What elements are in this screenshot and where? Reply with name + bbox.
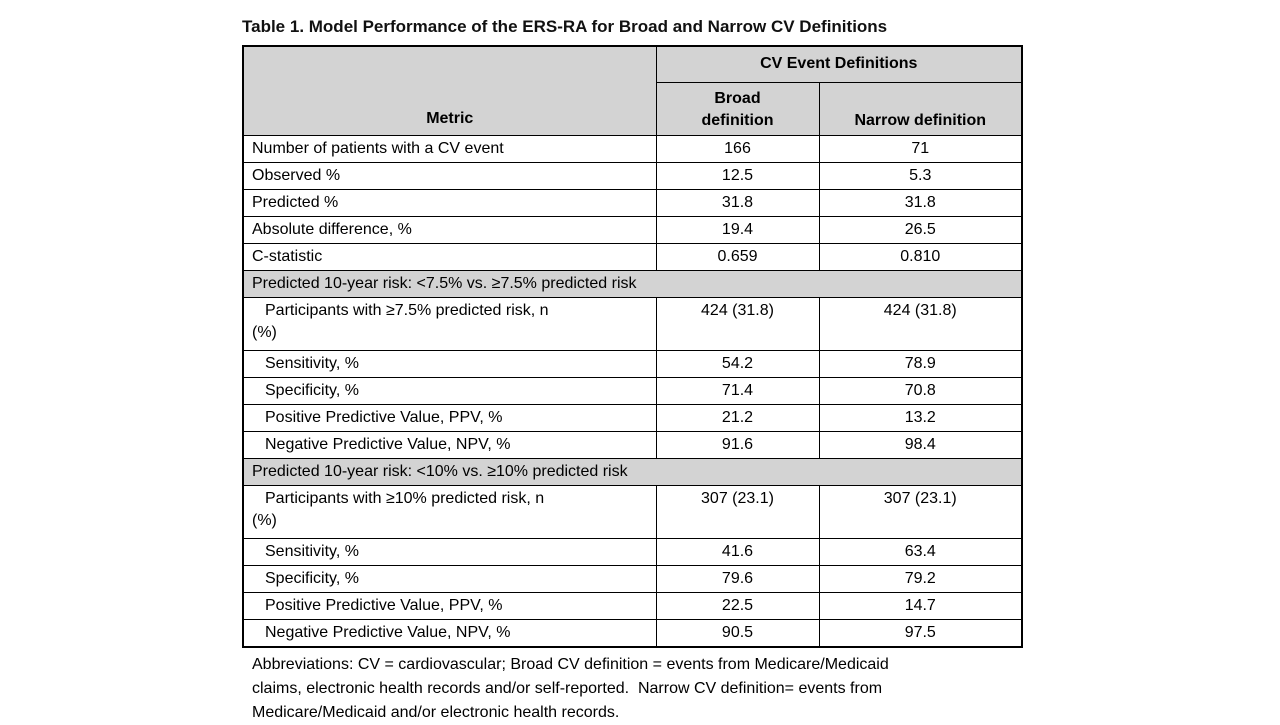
col-header-broad-line2: definition (701, 111, 774, 129)
narrow-value-cell: 97.5 (818, 618, 1023, 647)
metric-cell: C-statistic (242, 242, 657, 271)
narrow-value-cell: 78.9 (818, 349, 1023, 378)
metric-line1: Participants with ≥7.5% predicted risk, … (265, 301, 549, 319)
narrow-value-cell: 5.3 (818, 161, 1023, 190)
metric-cell: Negative Predictive Value, NPV, % (242, 618, 657, 647)
header-sub-row: Broad definition Narrow definition (243, 81, 1023, 136)
narrow-value-cell: 63.4 (818, 537, 1023, 566)
narrow-value-cell: 71 (818, 134, 1023, 163)
broad-value-cell: 166 (655, 134, 820, 163)
metric-cell: Participants with ≥10% predicted risk, n… (242, 484, 657, 539)
broad-value-cell: 71.4 (655, 376, 820, 405)
table-row: Predicted % 31.8 31.8 (242, 188, 1023, 217)
broad-value-cell: 424 (31.8) (655, 296, 820, 351)
table-row: Number of patients with a CV event 166 7… (242, 134, 1023, 163)
table-row: Participants with ≥7.5% predicted risk, … (242, 296, 1023, 351)
metric-cell: Positive Predictive Value, PPV, % (242, 591, 657, 620)
table-row: Negative Predictive Value, NPV, % 90.5 9… (242, 618, 1023, 647)
narrow-value-cell: 13.2 (818, 403, 1023, 432)
footnote-line: Medicare/Medicaid and/or electronic heal… (252, 703, 620, 721)
footnote: Abbreviations: CV = cardiovascular; Broa… (242, 653, 1024, 725)
col-header-narrow-definition: Narrow definition (818, 81, 1023, 136)
narrow-value-cell: 70.8 (818, 376, 1023, 405)
header-group-row: Metric CV Event Definitions (242, 45, 1023, 136)
section-header-cell: Predicted 10-year risk: <10% vs. ≥10% pr… (242, 457, 1023, 486)
table-row: Absolute difference, % 19.4 26.5 (242, 215, 1023, 244)
broad-value-cell: 90.5 (655, 618, 820, 647)
metric-line1: Participants with ≥10% predicted risk, n (265, 489, 545, 507)
metric-cell: Specificity, % (242, 376, 657, 405)
metric-cell: Negative Predictive Value, NPV, % (242, 430, 657, 459)
table-row: Sensitivity, % 54.2 78.9 (242, 349, 1023, 378)
broad-value-cell: 41.6 (655, 537, 820, 566)
narrow-value-cell: 26.5 (818, 215, 1023, 244)
narrow-value-cell: 307 (23.1) (818, 484, 1023, 539)
section-header-cell: Predicted 10-year risk: <7.5% vs. ≥7.5% … (242, 269, 1023, 298)
metric-cell: Positive Predictive Value, PPV, % (242, 403, 657, 432)
broad-value-cell: 0.659 (655, 242, 820, 271)
metric-cell: Sensitivity, % (242, 349, 657, 378)
metric-cell: Participants with ≥7.5% predicted risk, … (242, 296, 657, 351)
broad-value-cell: 21.2 (655, 403, 820, 432)
broad-value-cell: 79.6 (655, 564, 820, 593)
document-page: Table 1. Model Performance of the ERS-RA… (242, 17, 1024, 725)
table-row: Observed % 12.5 5.3 (242, 161, 1023, 190)
col-header-broad-definition: Broad definition (655, 81, 820, 136)
table-row: Participants with ≥10% predicted risk, n… (242, 484, 1023, 539)
section-header-row: Predicted 10-year risk: <7.5% vs. ≥7.5% … (242, 269, 1023, 298)
metric-cell: Predicted % (242, 188, 657, 217)
table-row: Positive Predictive Value, PPV, % 22.5 1… (242, 591, 1023, 620)
narrow-value-cell: 14.7 (818, 591, 1023, 620)
table-row: Positive Predictive Value, PPV, % 21.2 1… (242, 403, 1023, 432)
footnote-line: claims, electronic health records and/or… (252, 679, 883, 697)
col-header-metric: Metric (242, 45, 657, 136)
broad-value-cell: 12.5 (655, 161, 820, 190)
broad-value-cell: 54.2 (655, 349, 820, 378)
broad-value-cell: 91.6 (655, 430, 820, 459)
metric-line2: (%) (252, 323, 277, 341)
broad-value-cell: 22.5 (655, 591, 820, 620)
table-row: Negative Predictive Value, NPV, % 91.6 9… (242, 430, 1023, 459)
section-header-row: Predicted 10-year risk: <10% vs. ≥10% pr… (242, 457, 1023, 486)
metric-cell: Number of patients with a CV event (242, 134, 657, 163)
col-header-broad-line1: Broad (714, 89, 761, 107)
broad-value-cell: 19.4 (655, 215, 820, 244)
footnote-line: Abbreviations: CV = cardiovascular; Broa… (252, 655, 889, 673)
narrow-value-cell: 98.4 (818, 430, 1023, 459)
metric-cell: Absolute difference, % (242, 215, 657, 244)
col-group-header-cv-event-definitions: CV Event Definitions (655, 45, 1023, 83)
performance-table: Metric CV Event Definitions Broad defini… (242, 45, 1024, 648)
table-title: Table 1. Model Performance of the ERS-RA… (242, 17, 888, 36)
table-row: Specificity, % 71.4 70.8 (242, 376, 1023, 405)
metric-line2: (%) (252, 511, 277, 529)
metric-cell: Specificity, % (242, 564, 657, 593)
narrow-value-cell: 0.810 (818, 242, 1023, 271)
table-row: Sensitivity, % 41.6 63.4 (242, 537, 1023, 566)
broad-value-cell: 307 (23.1) (655, 484, 820, 539)
table-row: C-statistic 0.659 0.810 (242, 242, 1023, 271)
metric-cell: Sensitivity, % (242, 537, 657, 566)
narrow-value-cell: 79.2 (818, 564, 1023, 593)
narrow-value-cell: 424 (31.8) (818, 296, 1023, 351)
broad-value-cell: 31.8 (655, 188, 820, 217)
narrow-value-cell: 31.8 (818, 188, 1023, 217)
metric-cell: Observed % (242, 161, 657, 190)
table-row: Specificity, % 79.6 79.2 (242, 564, 1023, 593)
